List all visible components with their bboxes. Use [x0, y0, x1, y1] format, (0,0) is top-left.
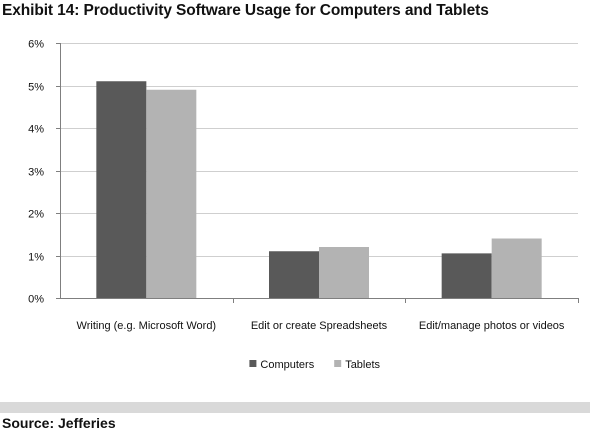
- y-tick-label: 6%: [28, 39, 44, 51]
- bars: [96, 81, 542, 298]
- bar-tablets-2: [491, 238, 542, 298]
- x-category-label: Writing (e.g. Microsoft Word): [77, 320, 217, 332]
- source-note: Source: Jefferies: [2, 415, 116, 431]
- axes: [56, 43, 579, 303]
- y-tick-label: 5%: [28, 82, 44, 94]
- y-tick-label: 2%: [28, 209, 44, 221]
- y-tick-label: 4%: [28, 124, 44, 136]
- labels: 0% 1% 2% 3% 4% 5% 6% Writing (e.g. Microsoft Wo…: [28, 39, 565, 333]
- y-tick-label: 1%: [28, 252, 44, 264]
- chart-title: Exhibit 14: Productivity Software Usage …: [2, 2, 489, 19]
- bar-tablets-1: [319, 247, 369, 298]
- legend-swatch-computers: [249, 360, 257, 367]
- x-category-label: Edit or create Spreadsheets: [251, 320, 388, 332]
- bar-tablets-0: [146, 89, 197, 298]
- bar-computers-0: [96, 81, 147, 298]
- x-category-label: Edit/manage photos or videos: [419, 320, 565, 332]
- legend: Computers Tablets: [249, 359, 381, 371]
- source-divider: [0, 402, 590, 413]
- bar-computers-1: [269, 251, 319, 298]
- legend-label-tablets: Tablets: [345, 359, 380, 371]
- y-tick-label: 3%: [28, 167, 44, 179]
- chart-plot: 0% 1% 2% 3% 4% 5% 6% Writing (e.g. Microsoft Wo…: [28, 39, 579, 371]
- y-tick-label: 0%: [28, 294, 44, 306]
- legend-label-computers: Computers: [260, 359, 314, 371]
- legend-swatch-tablets: [334, 360, 342, 367]
- bar-computers-2: [441, 253, 492, 298]
